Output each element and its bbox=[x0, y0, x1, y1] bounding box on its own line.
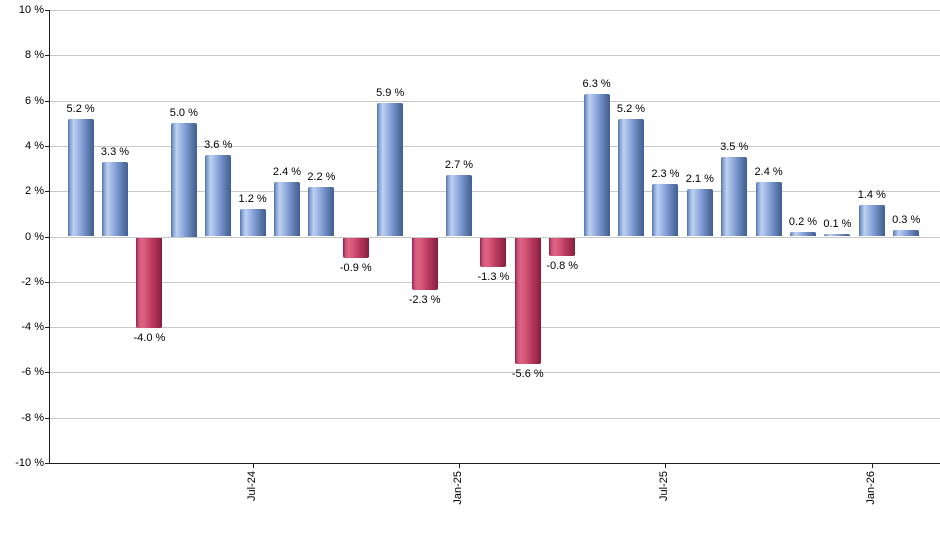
bar-value-label: -4.0 % bbox=[133, 332, 166, 345]
bar-value-label: -0.8 % bbox=[546, 259, 579, 272]
x-axis-label: Jul-25 bbox=[658, 471, 671, 501]
gridline bbox=[49, 100, 940, 102]
bar-value-label: 2.7 % bbox=[444, 159, 474, 172]
gridline bbox=[49, 281, 940, 283]
gridline bbox=[49, 372, 940, 374]
gridline bbox=[49, 55, 940, 57]
bar-Jul-24[interactable] bbox=[239, 209, 266, 237]
bar-Dec-25[interactable] bbox=[824, 234, 851, 237]
bar-Feb-26[interactable] bbox=[893, 229, 920, 237]
y-axis-label: -4 % bbox=[21, 321, 44, 334]
gridline bbox=[49, 236, 940, 238]
bar-value-label: -5.6 % bbox=[511, 368, 544, 381]
y-axis-tickmark bbox=[45, 100, 49, 102]
y-axis-tickmark bbox=[45, 417, 49, 419]
bar-Aug-24[interactable] bbox=[274, 182, 300, 237]
bar-value-label: 1.4 % bbox=[857, 188, 886, 201]
x-axis-tickmark bbox=[871, 463, 873, 468]
bar-Jun-24[interactable] bbox=[205, 154, 232, 237]
bar-Oct-25[interactable] bbox=[755, 182, 782, 237]
bar-value-label: 5.9 % bbox=[376, 86, 405, 99]
bar-Sep-24[interactable] bbox=[308, 186, 335, 237]
bar-Nov-25[interactable] bbox=[790, 231, 816, 237]
bar-Aug-25[interactable] bbox=[686, 188, 713, 237]
bar-Apr-25[interactable] bbox=[549, 237, 576, 256]
y-axis-label: 10 % bbox=[18, 4, 44, 16]
bar-Oct-24[interactable] bbox=[342, 237, 369, 258]
bar-Mar-24[interactable] bbox=[102, 161, 128, 237]
y-axis-label: -10 % bbox=[15, 457, 44, 469]
y-axis-label: 6 % bbox=[25, 94, 44, 107]
x-axis-tickmark bbox=[252, 463, 254, 468]
bar-Jan-26[interactable] bbox=[858, 204, 885, 237]
bar-Jan-25[interactable] bbox=[446, 175, 472, 237]
y-axis-tickmark bbox=[45, 10, 49, 11]
bar-value-label: 2.2 % bbox=[307, 170, 336, 183]
y-axis-label: -6 % bbox=[21, 366, 44, 379]
bar-value-label: 0.3 % bbox=[892, 213, 921, 226]
x-axis-label: Jul-24 bbox=[245, 471, 258, 501]
x-axis-tickmark bbox=[459, 463, 460, 468]
bar-Dec-24[interactable] bbox=[411, 237, 438, 290]
bar-value-label: 5.2 % bbox=[616, 102, 646, 115]
y-axis-tickmark bbox=[45, 372, 49, 374]
bar-value-label: 0.1 % bbox=[823, 218, 852, 231]
bar-Feb-24[interactable] bbox=[67, 118, 94, 237]
x-axis-tickmark bbox=[665, 463, 667, 468]
bar-value-label: 2.4 % bbox=[272, 166, 302, 179]
gridline bbox=[49, 145, 940, 147]
bar-value-label: 2.4 % bbox=[754, 166, 783, 179]
bar-value-label: 3.3 % bbox=[100, 145, 130, 158]
y-axis-line bbox=[49, 10, 50, 463]
x-axis-label: Jan-26 bbox=[864, 471, 877, 505]
bar-May-24[interactable] bbox=[170, 123, 197, 237]
bar-value-label: 2.1 % bbox=[685, 172, 714, 185]
y-axis-tickmark bbox=[45, 145, 49, 147]
y-axis-tickmark bbox=[45, 327, 49, 329]
bar-Jun-25[interactable] bbox=[618, 118, 644, 237]
y-axis-label: 4 % bbox=[25, 139, 44, 152]
y-axis-tickmark bbox=[45, 463, 49, 464]
bar-Mar-25[interactable] bbox=[514, 237, 541, 365]
bar-value-label: 3.6 % bbox=[204, 138, 233, 151]
bar-value-label: 1.2 % bbox=[238, 193, 267, 206]
x-axis-line bbox=[49, 463, 940, 464]
y-axis-tickmark bbox=[45, 281, 49, 283]
y-axis-label: 0 % bbox=[25, 230, 44, 243]
y-axis-label: -2 % bbox=[21, 275, 44, 288]
bar-Nov-24[interactable] bbox=[377, 102, 404, 237]
bar-Apr-24[interactable] bbox=[136, 237, 163, 329]
bar-value-label: 3.5 % bbox=[720, 141, 749, 154]
y-axis-label: 8 % bbox=[25, 49, 44, 62]
y-axis-label: 2 % bbox=[25, 185, 44, 198]
bar-Feb-25[interactable] bbox=[480, 237, 507, 267]
bar-value-label: -1.3 % bbox=[477, 270, 510, 283]
y-axis-label: -8 % bbox=[21, 411, 44, 424]
bar-value-label: 2.3 % bbox=[651, 168, 680, 181]
bar-value-label: 5.2 % bbox=[66, 102, 95, 115]
gridline bbox=[49, 191, 940, 193]
bar-May-25[interactable] bbox=[583, 93, 610, 237]
bar-value-label: -0.9 % bbox=[339, 261, 372, 274]
bar-Jul-25[interactable] bbox=[652, 184, 679, 237]
gridline bbox=[49, 417, 940, 419]
gridline bbox=[49, 10, 940, 11]
gridline bbox=[49, 327, 940, 329]
bar-Sep-25[interactable] bbox=[721, 157, 748, 237]
y-axis-tickmark bbox=[45, 236, 49, 238]
bar-value-label: -2.3 % bbox=[408, 293, 441, 306]
y-axis-tickmark bbox=[45, 55, 49, 57]
bar-value-label: 0.2 % bbox=[788, 215, 818, 228]
bar-value-label: 5.0 % bbox=[169, 107, 198, 120]
x-axis-label: Jan-25 bbox=[452, 471, 464, 505]
bar-value-label: 6.3 % bbox=[582, 77, 611, 90]
y-axis-tickmark bbox=[45, 191, 49, 193]
